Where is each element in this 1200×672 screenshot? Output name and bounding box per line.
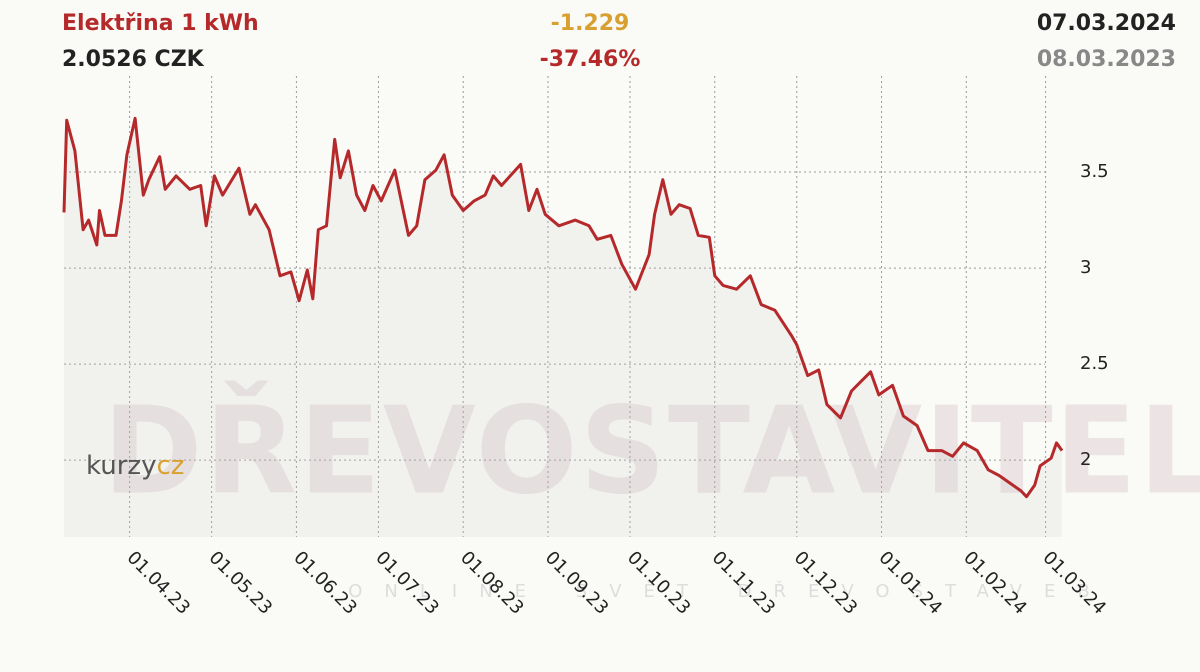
date-end: 07.03.2024: [1037, 11, 1176, 36]
watermark-sub: ONLINE SVĚT DŘEVOSTAVEB: [348, 580, 1111, 602]
y-tick-label: 3.5: [1080, 161, 1109, 182]
x-tick-label: 01.05.23: [205, 547, 277, 619]
line: [62, 116, 1064, 499]
y-tick-label: 3: [1080, 257, 1091, 278]
title: Elektřina 1 kWh: [62, 11, 259, 36]
area: [64, 118, 1062, 538]
logo-part: kurzy: [86, 451, 156, 481]
change-percent: -37.46%: [540, 47, 641, 72]
date-start: 08.03.2023: [1037, 47, 1176, 72]
watermark: DŘEVOSTAVITEL: [103, 382, 1200, 522]
price: 2.0526 CZK: [62, 47, 205, 72]
logo-part: cz: [156, 451, 184, 481]
y-tick-label: 2.5: [1080, 353, 1109, 374]
change: -1.229: [551, 11, 630, 36]
x-tick-label: 01.04.23: [123, 547, 195, 619]
y-tick-label: 2: [1080, 449, 1091, 470]
logo: kurzycz: [86, 451, 184, 481]
plot-area: 22.533.501.04.23 01.05.23 01.06.23 01.07.23…: [62, 76, 1110, 619]
